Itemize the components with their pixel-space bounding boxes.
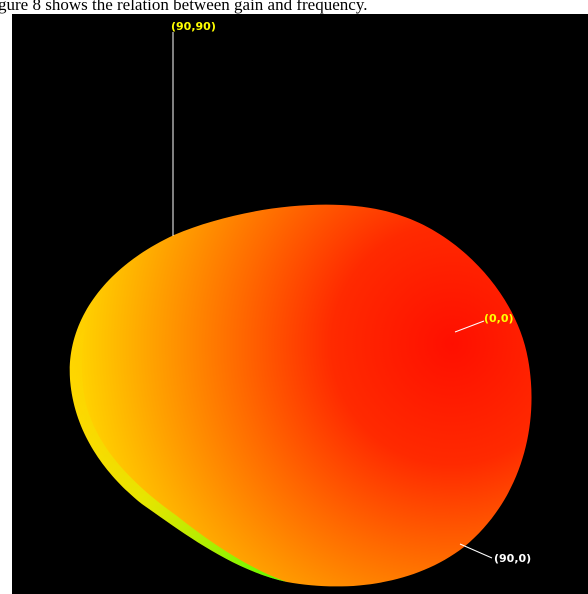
gain-surface [69, 204, 532, 587]
label-90-0: (90,0) [494, 552, 531, 565]
label-0-0: (0,0) [484, 312, 514, 325]
leader-line-right [454, 320, 485, 333]
gain-pattern-svg: (90,90) (0,0) (90,0) [69, 20, 532, 587]
render-viewport: (90,90) (0,0) (90,0) [12, 14, 588, 594]
figure-caption: gure 8 shows the relation between gain a… [0, 0, 368, 14]
leader-line-bottom [459, 543, 493, 559]
label-90-90: (90,90) [171, 20, 216, 33]
